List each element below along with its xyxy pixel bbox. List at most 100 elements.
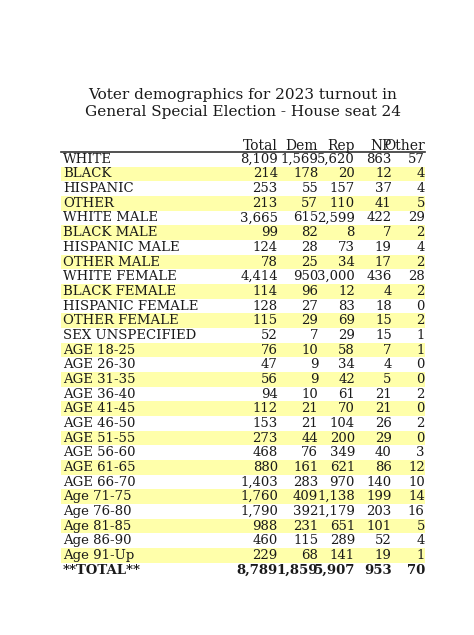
Text: 19: 19	[375, 241, 392, 254]
Text: 289: 289	[330, 534, 355, 547]
Text: AGE 56-60: AGE 56-60	[63, 446, 136, 459]
Text: 950: 950	[293, 270, 318, 283]
Text: 15: 15	[375, 329, 392, 342]
Text: 468: 468	[253, 446, 278, 459]
Text: 86: 86	[375, 461, 392, 474]
Text: 5,620: 5,620	[317, 153, 355, 166]
Text: 94: 94	[261, 387, 278, 401]
Text: 3: 3	[416, 446, 425, 459]
Text: 409: 409	[293, 490, 318, 503]
Text: Age 71-75: Age 71-75	[63, 490, 131, 503]
Text: 2: 2	[416, 255, 425, 269]
Text: 4: 4	[383, 285, 392, 298]
Text: 12: 12	[338, 285, 355, 298]
Text: 14: 14	[408, 490, 425, 503]
Text: 57: 57	[408, 153, 425, 166]
Text: 2: 2	[416, 226, 425, 239]
Text: 953: 953	[364, 563, 392, 577]
Text: BLACK: BLACK	[63, 168, 111, 180]
Bar	[61, 284, 425, 298]
Text: 2: 2	[416, 417, 425, 430]
Bar	[61, 519, 425, 533]
Text: 16: 16	[408, 505, 425, 518]
Text: 61: 61	[338, 387, 355, 401]
Text: 29: 29	[375, 432, 392, 444]
Bar	[61, 548, 425, 563]
Text: SEX UNSPECIFIED: SEX UNSPECIFIED	[63, 329, 196, 342]
Text: 1,179: 1,179	[317, 505, 355, 518]
Text: 29: 29	[408, 211, 425, 225]
Text: 19: 19	[375, 549, 392, 562]
Bar	[61, 166, 425, 182]
Text: AGE 46-50: AGE 46-50	[63, 417, 135, 430]
Text: 2: 2	[416, 285, 425, 298]
Text: BLACK MALE: BLACK MALE	[63, 226, 157, 239]
Text: 112: 112	[253, 402, 278, 415]
Text: Dem: Dem	[286, 139, 318, 153]
Text: 199: 199	[366, 490, 392, 503]
Text: 1,790: 1,790	[240, 505, 278, 518]
Text: 42: 42	[338, 373, 355, 386]
Text: 96: 96	[301, 285, 318, 298]
Text: 880: 880	[253, 461, 278, 474]
Text: 4: 4	[416, 168, 425, 180]
Text: 1,760: 1,760	[240, 490, 278, 503]
Text: 18: 18	[375, 300, 392, 312]
Text: 27: 27	[301, 300, 318, 312]
Text: 157: 157	[330, 182, 355, 195]
Text: 114: 114	[253, 285, 278, 298]
Text: 422: 422	[366, 211, 392, 225]
Text: 21: 21	[301, 417, 318, 430]
Text: 5,907: 5,907	[314, 563, 355, 577]
Text: WHITE MALE: WHITE MALE	[63, 211, 158, 225]
Bar	[61, 255, 425, 269]
Bar	[61, 372, 425, 387]
Text: AGE 41-45: AGE 41-45	[63, 402, 135, 415]
Text: 8,789: 8,789	[237, 563, 278, 577]
Text: AGE 36-40: AGE 36-40	[63, 387, 136, 401]
Text: 40: 40	[375, 446, 392, 459]
Text: 0: 0	[416, 402, 425, 415]
Text: 47: 47	[261, 358, 278, 371]
Text: 214: 214	[253, 168, 278, 180]
Text: 253: 253	[253, 182, 278, 195]
Text: 4,414: 4,414	[240, 270, 278, 283]
Text: 10: 10	[301, 387, 318, 401]
Text: Age 91-Up: Age 91-Up	[63, 549, 134, 562]
Text: 3,000: 3,000	[317, 270, 355, 283]
Text: 25: 25	[301, 255, 318, 269]
Text: 988: 988	[253, 519, 278, 533]
Text: 28: 28	[301, 241, 318, 254]
Text: 101: 101	[366, 519, 392, 533]
Text: 26: 26	[375, 417, 392, 430]
Text: Rep: Rep	[328, 139, 355, 153]
Text: 615: 615	[293, 211, 318, 225]
Bar	[61, 460, 425, 475]
Text: OTHER FEMALE: OTHER FEMALE	[63, 314, 179, 327]
Text: 349: 349	[329, 446, 355, 459]
Bar	[61, 313, 425, 328]
Text: 20: 20	[338, 168, 355, 180]
Text: 0: 0	[416, 432, 425, 444]
Text: 55: 55	[301, 182, 318, 195]
Text: 21: 21	[301, 402, 318, 415]
Text: 8,109: 8,109	[240, 153, 278, 166]
Bar	[61, 196, 425, 211]
Bar	[61, 490, 425, 504]
Text: AGE 31-35: AGE 31-35	[63, 373, 136, 386]
Text: 460: 460	[253, 534, 278, 547]
Text: 10: 10	[301, 344, 318, 356]
Text: 7: 7	[310, 329, 318, 342]
Text: 7: 7	[383, 226, 392, 239]
Text: HISPANIC MALE: HISPANIC MALE	[63, 241, 180, 254]
Text: 1,569: 1,569	[280, 153, 318, 166]
Text: 2: 2	[416, 387, 425, 401]
Text: 52: 52	[375, 534, 392, 547]
Text: 21: 21	[375, 387, 392, 401]
Text: 76: 76	[261, 344, 278, 356]
Text: Age 76-80: Age 76-80	[63, 505, 131, 518]
Text: 3,665: 3,665	[240, 211, 278, 225]
Text: Voter demographics for 2023 turnout in
General Special Election - House seat 24: Voter demographics for 2023 turnout in G…	[85, 88, 401, 119]
Text: 273: 273	[253, 432, 278, 444]
Text: Other: Other	[384, 139, 425, 153]
